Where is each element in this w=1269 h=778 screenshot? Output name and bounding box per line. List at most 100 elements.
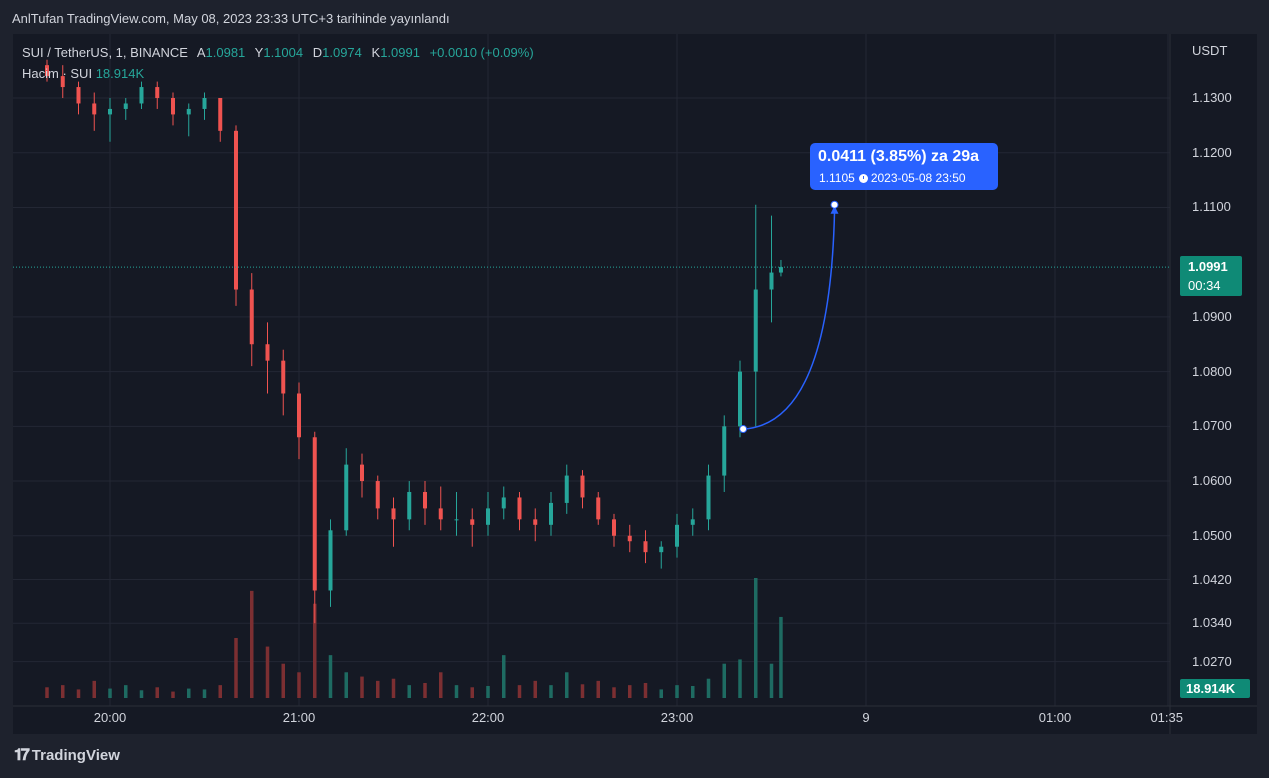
volume-legend: Hacim · SUI 18.914K	[22, 66, 144, 81]
volume-bar	[155, 687, 159, 698]
candle-body	[45, 65, 49, 77]
price-tick-label: 1.0420	[1192, 571, 1232, 587]
measure-details: 1.1105 2023-05-08 23:50	[819, 171, 966, 185]
volume-bar	[565, 672, 569, 698]
clock-icon	[858, 174, 868, 183]
volume-bar	[779, 616, 783, 698]
volume-bar	[108, 688, 112, 698]
measure-arrow	[830, 205, 839, 214]
price-chart[interactable]	[13, 34, 1257, 734]
volume-bar	[612, 687, 616, 698]
volume-bar	[407, 685, 411, 698]
candle-body	[501, 497, 506, 509]
volume-bar	[265, 646, 270, 698]
candle-body	[706, 475, 711, 520]
price-tick-label: 1.0600	[1192, 473, 1232, 489]
volume-bar	[643, 683, 648, 698]
volume-bar	[596, 680, 600, 698]
volume-bar	[328, 655, 333, 698]
volume-bar	[376, 680, 380, 698]
volume-tag: 18.914K	[1180, 679, 1250, 698]
close-value: 1.0991	[380, 45, 420, 60]
volume-bar	[517, 685, 522, 698]
candle-body	[218, 98, 223, 131]
volume-bar	[281, 663, 285, 698]
candle-body	[391, 508, 396, 520]
measure-datetime: 2023-05-08 23:50	[870, 171, 966, 185]
volume-label[interactable]: Hacim · SUI	[22, 66, 93, 81]
candle-body	[596, 497, 601, 520]
high-value: 1.1004	[263, 45, 304, 60]
candle-body	[778, 267, 783, 273]
candle-body	[202, 98, 207, 109]
volume-bar	[502, 655, 506, 698]
time-tick-label: 9	[862, 710, 870, 725]
volume-bar	[250, 590, 254, 698]
low-value: 1.0974	[322, 45, 362, 60]
volume-bar	[423, 683, 427, 698]
candle-body	[690, 519, 695, 525]
candle-body	[549, 502, 553, 525]
open-label: A	[196, 45, 206, 60]
candle-body	[344, 464, 349, 531]
volume-bar	[628, 685, 632, 698]
low-label: D	[312, 45, 323, 60]
volume-bar	[76, 689, 81, 698]
symbol-legend: SUI / TetherUS, 1, BINANCE A1.0981 Y1.10…	[22, 45, 534, 60]
candle-body	[60, 76, 65, 88]
price-tick-label: 1.0800	[1192, 363, 1232, 379]
volume-bar	[344, 672, 348, 698]
volume-bar	[61, 685, 65, 698]
measure-change: 0.0411 (3.85%) za 29a	[818, 148, 980, 165]
candle-body	[139, 87, 144, 104]
volume-bar	[454, 685, 459, 698]
volume-bar	[486, 686, 490, 698]
time-tick-label: 01:00	[1038, 710, 1072, 725]
volume-bar	[738, 659, 742, 698]
time-tick-label: 20:00	[93, 710, 127, 725]
chart-panel[interactable]	[13, 34, 1257, 734]
candle-body	[722, 426, 727, 476]
volume-bar	[297, 672, 301, 698]
volume-bar	[202, 689, 207, 698]
candle-body	[753, 289, 758, 372]
price-tick-label: 1.0270	[1192, 653, 1232, 669]
close-label: K	[371, 45, 381, 60]
candle-body	[486, 508, 490, 525]
candle-body	[328, 530, 333, 591]
last-price-value: 1.0991	[1188, 259, 1228, 274]
measure-label[interactable]: 0.0411 (3.85%) za 29a 1.1105 2023-05-08 2…	[810, 143, 998, 190]
symbol-label[interactable]: SUI / TetherUS, 1, BINANCE	[22, 45, 188, 60]
candle-body	[360, 464, 364, 482]
volume-bar	[124, 685, 128, 698]
candle-body	[171, 98, 175, 115]
volume-bar	[360, 676, 364, 698]
candle-body	[659, 546, 664, 553]
candle-body	[612, 519, 616, 536]
volume-bar	[769, 663, 774, 698]
brand-name: TradingView	[31, 747, 120, 764]
price-tick-label: 1.1100	[1192, 199, 1231, 215]
volume-bar	[533, 680, 537, 698]
last-price-tag: 1.0991 00:34	[1180, 256, 1242, 296]
price-tick-label: 1.0340	[1192, 615, 1232, 631]
candle-body	[265, 344, 270, 361]
candle-body	[92, 103, 97, 115]
measure-target-price: 1.1105	[819, 171, 855, 185]
open-value: 1.0981	[205, 45, 246, 60]
candle-body	[675, 524, 679, 547]
time-tick-label: 21:00	[282, 710, 316, 725]
volume-bar	[549, 685, 553, 698]
volume-bar	[45, 687, 49, 698]
candle-body	[108, 108, 112, 115]
tradingview-logo[interactable]: 𝟏𝟕 TradingView	[14, 747, 120, 765]
candle-body	[769, 272, 774, 290]
publish-header: AnlTufan TradingView.com, May 08, 2023 2…	[0, 0, 1269, 34]
measure-curve	[743, 212, 836, 430]
volume-bar	[439, 672, 443, 698]
volume-bar	[754, 578, 758, 698]
candle-body	[312, 437, 317, 591]
volume-bar	[187, 688, 191, 698]
volume-bar	[659, 689, 663, 698]
volume-bar	[391, 678, 396, 698]
